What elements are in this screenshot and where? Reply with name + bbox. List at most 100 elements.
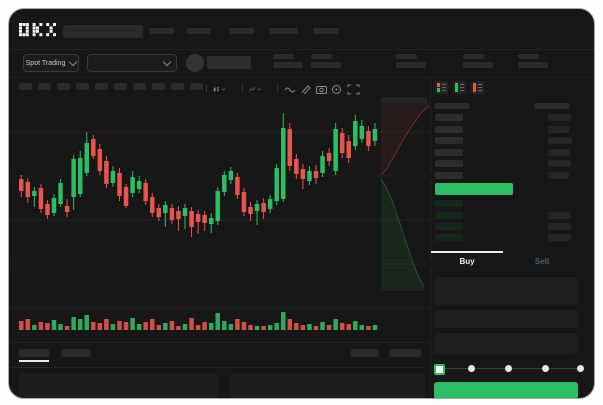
- slider-step-dot[interactable]: [468, 365, 475, 372]
- amount-slider-handle[interactable]: [434, 364, 445, 375]
- timeframe-button[interactable]: [95, 83, 108, 90]
- candle-down: [150, 197, 155, 213]
- bottom-control-placeholder[interactable]: [389, 349, 421, 357]
- volume-bar: [313, 326, 319, 330]
- slider-step-dot[interactable]: [542, 365, 549, 372]
- nav-item-placeholder[interactable]: [269, 28, 298, 34]
- candle-up: [77, 158, 83, 194]
- volume-bar: [25, 319, 31, 330]
- volume-bar: [123, 322, 129, 330]
- ask-price-placeholder[interactable]: [435, 160, 463, 167]
- timeframe-button[interactable]: [57, 83, 70, 90]
- timeframe-button[interactable]: [171, 83, 184, 90]
- indicators-icon[interactable]: [249, 83, 262, 96]
- candle-down: [38, 188, 44, 209]
- timeframe-button[interactable]: [190, 83, 203, 90]
- candle-up: [359, 126, 365, 139]
- last-price-highlight[interactable]: [435, 183, 513, 195]
- timeframe-button[interactable]: [38, 83, 51, 90]
- line-tool-icon[interactable]: [284, 83, 297, 96]
- bottom-tab-active[interactable]: [19, 349, 49, 357]
- timeframe-button[interactable]: [76, 83, 89, 90]
- ask-price-placeholder[interactable]: [435, 114, 463, 121]
- okx-logo[interactable]: [19, 23, 59, 37]
- timeframe-button[interactable]: [19, 83, 32, 90]
- price-chart-svg[interactable]: [9, 9, 595, 399]
- bid-price-placeholder[interactable]: [435, 212, 463, 219]
- bid-price-placeholder[interactable]: [435, 234, 463, 241]
- volume-bar: [64, 326, 70, 330]
- draw-icon[interactable]: [300, 83, 313, 96]
- timeframe-button[interactable]: [152, 83, 165, 90]
- coin-avatar: [186, 54, 204, 72]
- timeframe-button[interactable]: [133, 83, 146, 90]
- book-col-price-header: [435, 103, 469, 109]
- header-divider: [9, 49, 594, 50]
- nav-item-placeholder[interactable]: [149, 28, 174, 34]
- volume-bar: [333, 319, 338, 330]
- candle-down: [117, 173, 122, 196]
- volume-bar: [58, 324, 63, 330]
- depth-header-placeholder: [381, 97, 427, 103]
- timeframe-button[interactable]: [114, 83, 127, 90]
- ask-amount-placeholder: [548, 160, 571, 167]
- market-type-selector[interactable]: Spot Trading: [23, 54, 79, 72]
- volume-bar: [359, 325, 365, 330]
- ask-price-placeholder[interactable]: [435, 172, 463, 179]
- nav-item-placeholder[interactable]: [229, 28, 254, 34]
- market-type-label: Spot Trading: [25, 59, 66, 67]
- order-amount-input[interactable]: [434, 310, 578, 328]
- candle-up: [222, 175, 227, 192]
- slider-step-dot[interactable]: [577, 365, 584, 372]
- book-bids-only-icon[interactable]: [453, 81, 466, 94]
- volume-bar: [195, 325, 201, 330]
- nav-item-placeholder[interactable]: [187, 28, 211, 34]
- bid-price-placeholder[interactable]: [435, 223, 463, 230]
- bottom-content-panel: [19, 373, 218, 398]
- ask-price-placeholder[interactable]: [435, 126, 463, 133]
- bottom-active-tab-underline: [19, 360, 49, 362]
- buy-submit-button[interactable]: [434, 382, 578, 398]
- ask-price-placeholder[interactable]: [435, 137, 463, 144]
- volume-bar: [189, 318, 194, 330]
- candle-down: [189, 211, 194, 227]
- search-input[interactable]: [63, 25, 143, 38]
- candle-down: [25, 182, 31, 197]
- camera-icon[interactable]: [315, 83, 328, 96]
- candle-down: [104, 161, 109, 184]
- candle-down: [339, 133, 345, 153]
- refresh-icon[interactable]: [330, 83, 343, 96]
- volume-bar: [32, 325, 37, 330]
- ask-price-placeholder[interactable]: [435, 149, 463, 156]
- bottom-tab[interactable]: [61, 349, 91, 357]
- nav-item-placeholder[interactable]: [313, 28, 339, 34]
- toolbar-separator: [206, 84, 207, 93]
- volume-bar: [97, 323, 103, 330]
- slider-step-dot[interactable]: [505, 365, 512, 372]
- candle-type-icon[interactable]: [213, 83, 226, 96]
- candle-up: [163, 205, 168, 213]
- volume-bar: [228, 324, 234, 330]
- pair-selector[interactable]: [87, 54, 177, 72]
- volume-bar: [84, 315, 89, 330]
- volume-bar: [339, 323, 345, 330]
- bottom-control-placeholder[interactable]: [351, 349, 379, 357]
- order-total-input[interactable]: [434, 333, 578, 354]
- candle-down: [261, 203, 266, 212]
- fullscreen-icon[interactable]: [347, 83, 360, 96]
- volume-bar: [45, 323, 50, 330]
- book-combined-icon[interactable]: [435, 81, 448, 94]
- tab-sell[interactable]: Sell: [534, 257, 550, 266]
- candle-down: [346, 141, 351, 158]
- volume-bar: [176, 326, 181, 330]
- toolbar-separator: [242, 84, 243, 93]
- order-price-input[interactable]: [434, 277, 578, 305]
- book-asks-only-icon[interactable]: [471, 81, 484, 94]
- bid-price-placeholder[interactable]: [435, 200, 463, 207]
- candle-down: [143, 183, 148, 201]
- tab-buy[interactable]: Buy: [459, 257, 475, 266]
- candle-up: [136, 181, 142, 189]
- volume-bar: [320, 322, 325, 330]
- volume-bar: [366, 326, 371, 330]
